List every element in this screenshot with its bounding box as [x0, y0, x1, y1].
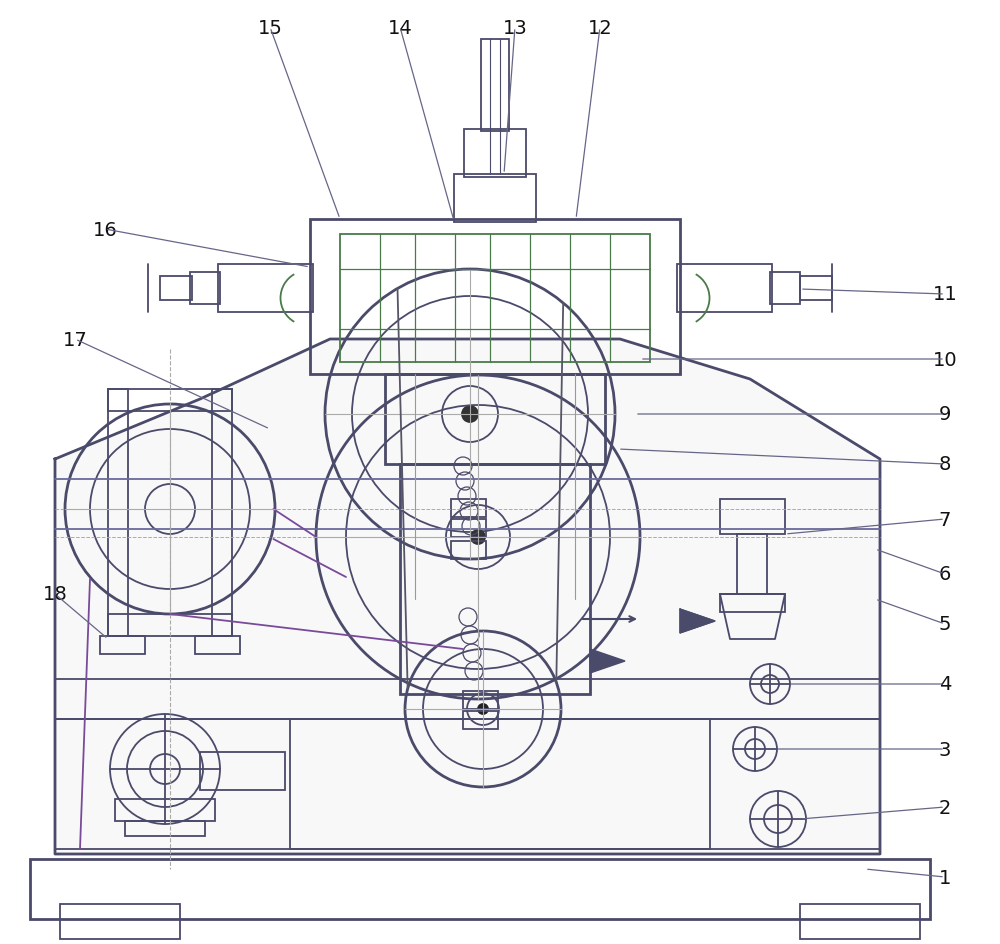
Bar: [677, 264, 772, 312]
Polygon shape: [55, 340, 880, 854]
Bar: [212, 390, 232, 636]
Bar: [800, 904, 920, 939]
Text: 2: 2: [939, 798, 951, 817]
Bar: [160, 277, 192, 301]
Text: 7: 7: [939, 510, 951, 529]
Polygon shape: [680, 610, 715, 633]
Bar: [451, 519, 486, 537]
Text: 18: 18: [43, 585, 67, 604]
Text: 12: 12: [588, 19, 612, 38]
Bar: [30, 859, 930, 919]
Bar: [400, 464, 590, 694]
Circle shape: [478, 704, 488, 715]
Bar: [60, 904, 180, 939]
Bar: [290, 719, 710, 849]
Bar: [463, 691, 498, 709]
Text: 3: 3: [939, 740, 951, 759]
Text: 8: 8: [939, 455, 951, 474]
Circle shape: [471, 531, 485, 545]
Bar: [115, 800, 215, 821]
Text: 14: 14: [388, 19, 412, 38]
Bar: [451, 542, 486, 560]
Polygon shape: [590, 649, 625, 673]
Bar: [454, 175, 536, 223]
Bar: [55, 680, 880, 719]
Text: 13: 13: [503, 19, 527, 38]
Bar: [108, 390, 232, 412]
Bar: [190, 273, 220, 305]
Text: 5: 5: [939, 615, 951, 633]
Text: 6: 6: [939, 565, 951, 584]
Bar: [200, 752, 285, 790]
Bar: [100, 636, 145, 654]
Bar: [195, 636, 240, 654]
Bar: [108, 390, 128, 636]
Bar: [800, 277, 832, 301]
Bar: [770, 273, 800, 305]
Text: 10: 10: [933, 350, 957, 369]
Bar: [463, 711, 498, 729]
Bar: [737, 534, 767, 595]
Bar: [720, 595, 785, 613]
Bar: [340, 235, 650, 362]
Bar: [55, 719, 880, 849]
Bar: [481, 40, 509, 132]
Text: 4: 4: [939, 675, 951, 694]
Bar: [218, 264, 313, 312]
Bar: [385, 375, 605, 464]
Text: 15: 15: [258, 19, 282, 38]
Bar: [108, 615, 232, 636]
Text: 16: 16: [93, 220, 117, 239]
Bar: [125, 821, 205, 836]
Text: 17: 17: [63, 330, 87, 349]
Text: 9: 9: [939, 405, 951, 424]
Bar: [310, 220, 680, 375]
Text: 1: 1: [939, 868, 951, 886]
Bar: [451, 499, 486, 517]
Circle shape: [462, 407, 478, 423]
Bar: [464, 130, 526, 177]
Bar: [720, 499, 785, 534]
Text: 11: 11: [933, 285, 957, 304]
